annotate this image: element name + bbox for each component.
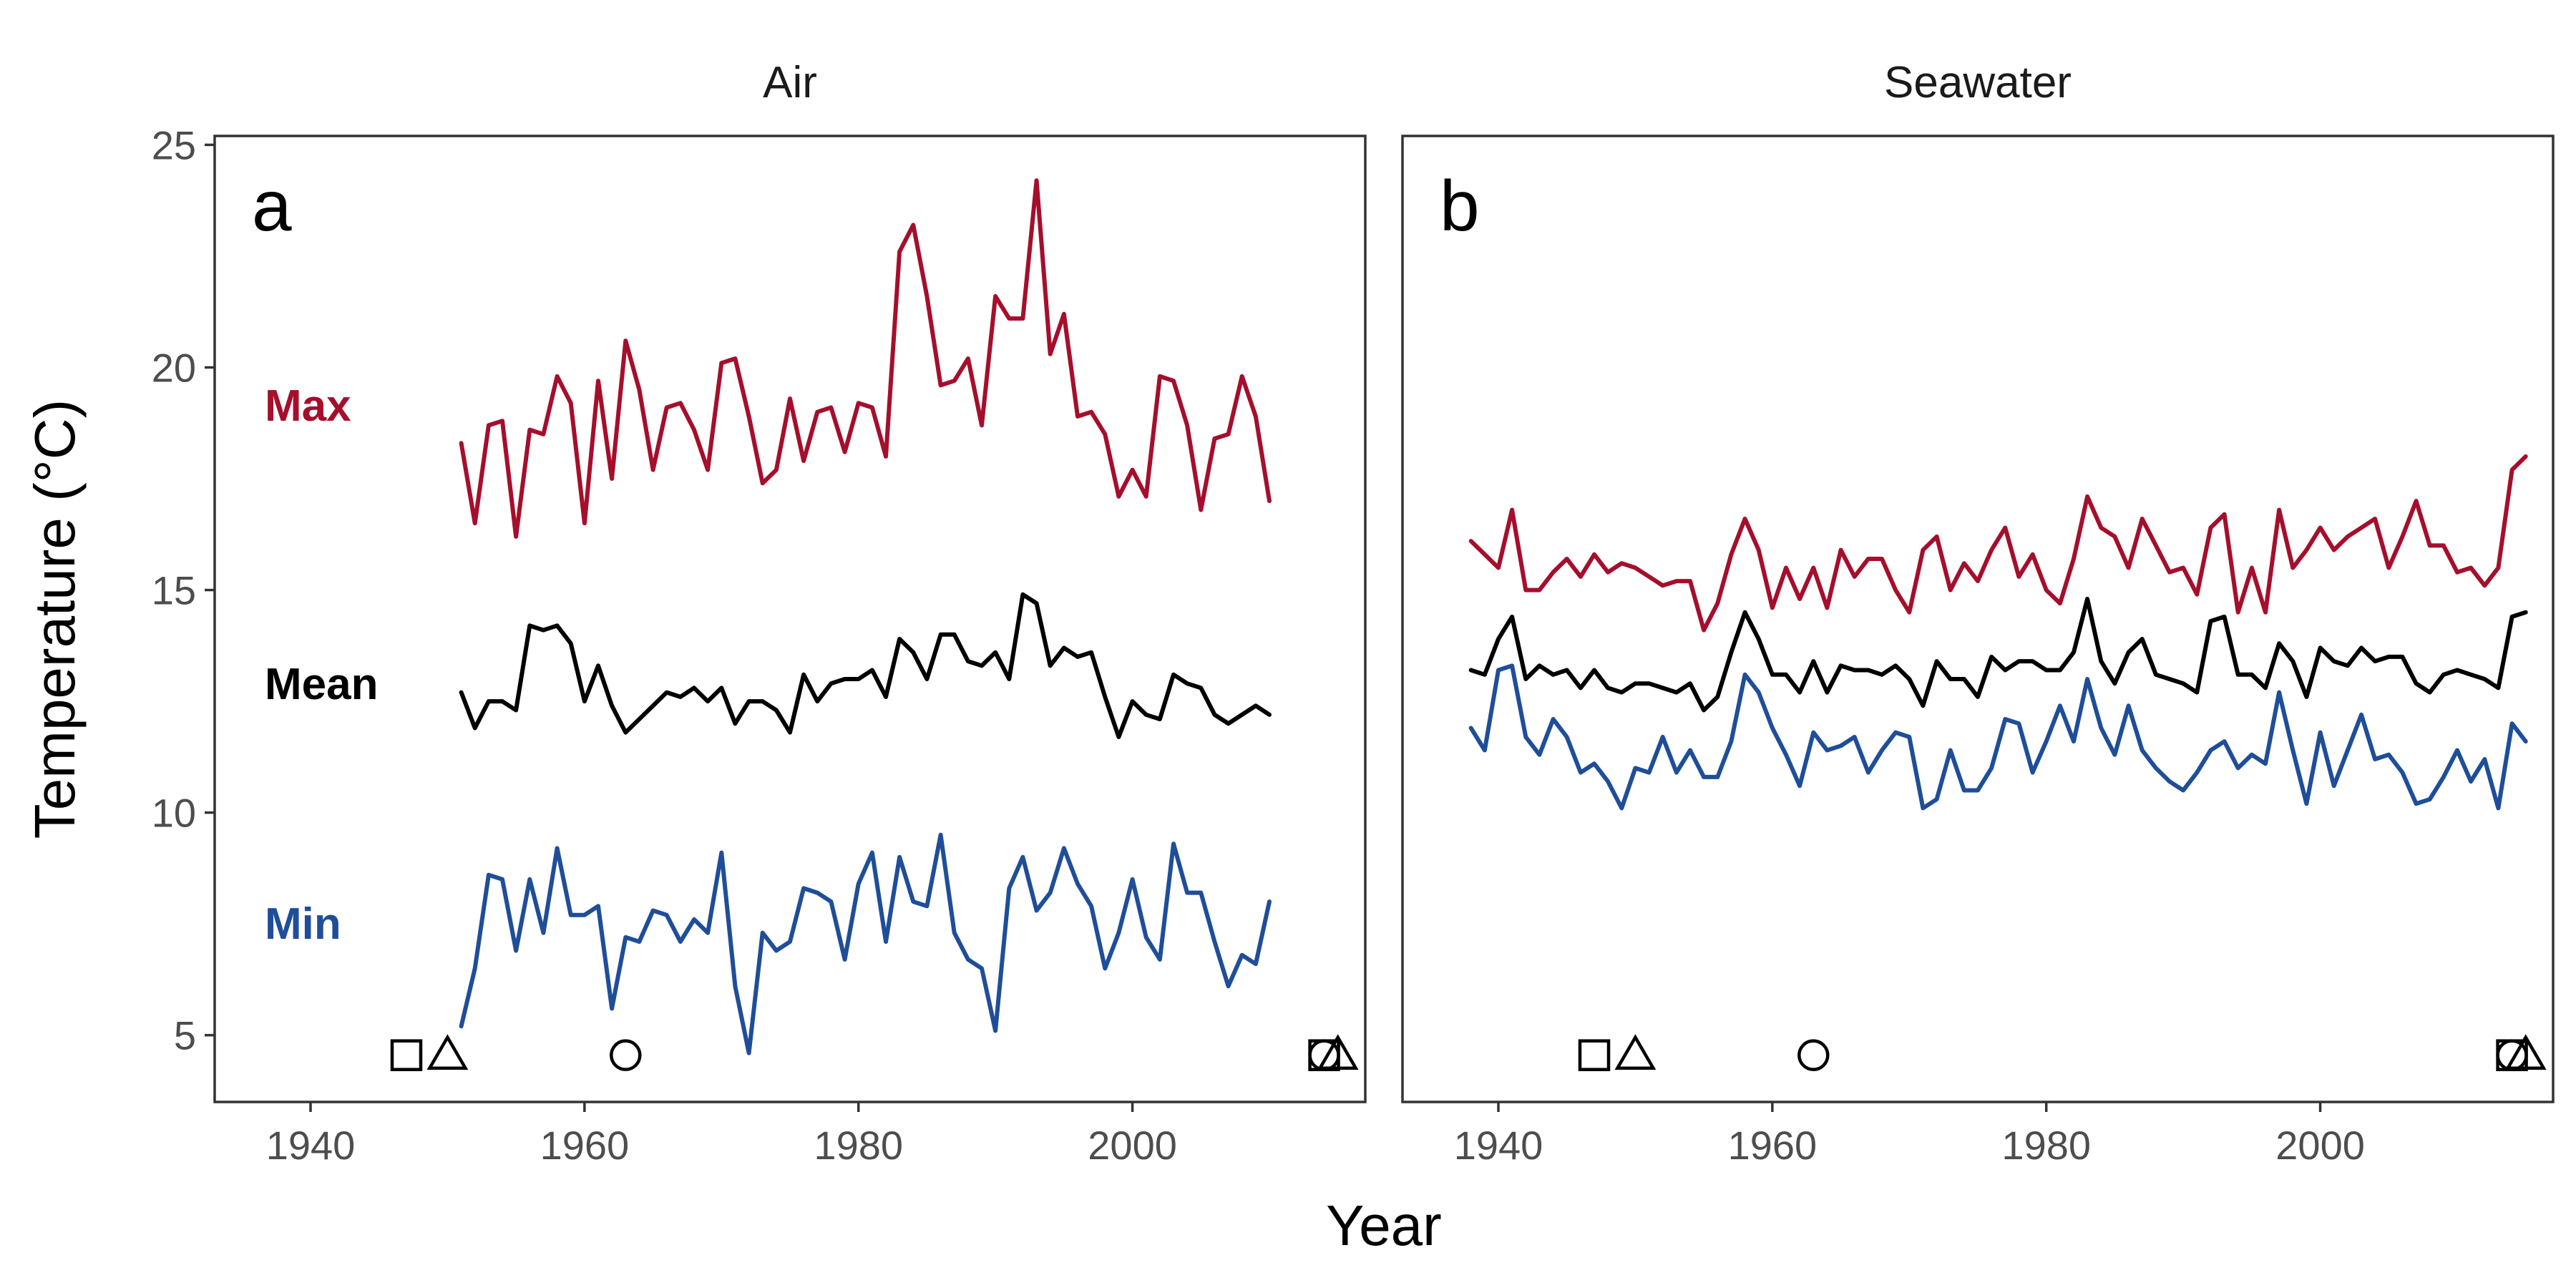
panel-frame-seawater bbox=[1401, 135, 2555, 1103]
y-tick-label: 5 bbox=[174, 1013, 196, 1058]
x-tick-label-seawater: 1980 bbox=[2001, 1123, 2091, 1168]
x-ticks-seawater: 1940 1960 1980 2000 bbox=[1454, 1102, 2365, 1168]
series-line-min-air bbox=[459, 832, 1272, 1055]
y-tick-label: 15 bbox=[152, 568, 196, 613]
panel-seawater: Seawater b 1940 1960 1980 2000 bbox=[1401, 58, 2555, 1168]
series-labels: Max Mean Min bbox=[265, 381, 378, 949]
panel-letter-a: a bbox=[252, 166, 292, 246]
panel-frame-air bbox=[213, 135, 1367, 1103]
x-tick-label-air: 1980 bbox=[814, 1123, 903, 1168]
x-ticks-air: 1940 1960 1980 2000 bbox=[266, 1102, 1177, 1168]
x-tick-label-seawater: 2000 bbox=[2275, 1123, 2365, 1168]
series-label-mean: Mean bbox=[265, 660, 378, 709]
y-tick-label: 20 bbox=[152, 346, 196, 391]
panel-letter-b: b bbox=[1440, 166, 1480, 246]
x-axis-title: Year bbox=[1326, 1194, 1442, 1257]
strip-title-seawater: Seawater bbox=[1884, 58, 2072, 107]
marker-triangle-air bbox=[1317, 1034, 1359, 1070]
series-line-mean-seawater bbox=[1468, 597, 2528, 713]
marker-layer-seawater bbox=[1578, 1034, 2547, 1071]
panel-air: Air a 1940 1960 1980 2000 5 10 15 20 25 Max Mea… bbox=[152, 58, 1367, 1168]
marker-layer-air bbox=[390, 1034, 1359, 1071]
x-tick-label-air: 1940 bbox=[266, 1123, 356, 1168]
marker-circle-seawater bbox=[1797, 1039, 1830, 1071]
y-tick-label: 10 bbox=[152, 791, 196, 836]
x-tick-label-seawater: 1960 bbox=[1728, 1123, 1818, 1168]
y-tick-label: 25 bbox=[152, 122, 196, 167]
y-ticks-air: 5 10 15 20 25 bbox=[152, 122, 215, 1058]
series-line-mean-air bbox=[459, 592, 1272, 739]
series-label-min: Min bbox=[265, 899, 341, 949]
series-line-min-seawater bbox=[1468, 663, 2528, 811]
strip-title-air: Air bbox=[763, 58, 817, 107]
marker-triangle-seawater bbox=[2504, 1034, 2547, 1070]
series-line-max-air bbox=[459, 178, 1272, 539]
marker-square-seawater bbox=[1578, 1039, 1611, 1071]
series-layer-air bbox=[459, 178, 1272, 1055]
x-tick-label-air: 1960 bbox=[540, 1123, 630, 1168]
series-label-max: Max bbox=[265, 381, 351, 431]
marker-circle-air bbox=[610, 1039, 642, 1071]
x-tick-label-seawater: 1940 bbox=[1454, 1123, 1543, 1168]
marker-triangle-air bbox=[426, 1034, 469, 1070]
x-tick-label-air: 2000 bbox=[1088, 1123, 1177, 1168]
series-layer-seawater bbox=[1468, 454, 2528, 811]
marker-square-air bbox=[390, 1039, 423, 1071]
marker-triangle-seawater bbox=[1614, 1034, 1657, 1070]
y-axis-title: Temperature (°C) bbox=[23, 399, 87, 839]
series-line-max-seawater bbox=[1468, 454, 2528, 633]
